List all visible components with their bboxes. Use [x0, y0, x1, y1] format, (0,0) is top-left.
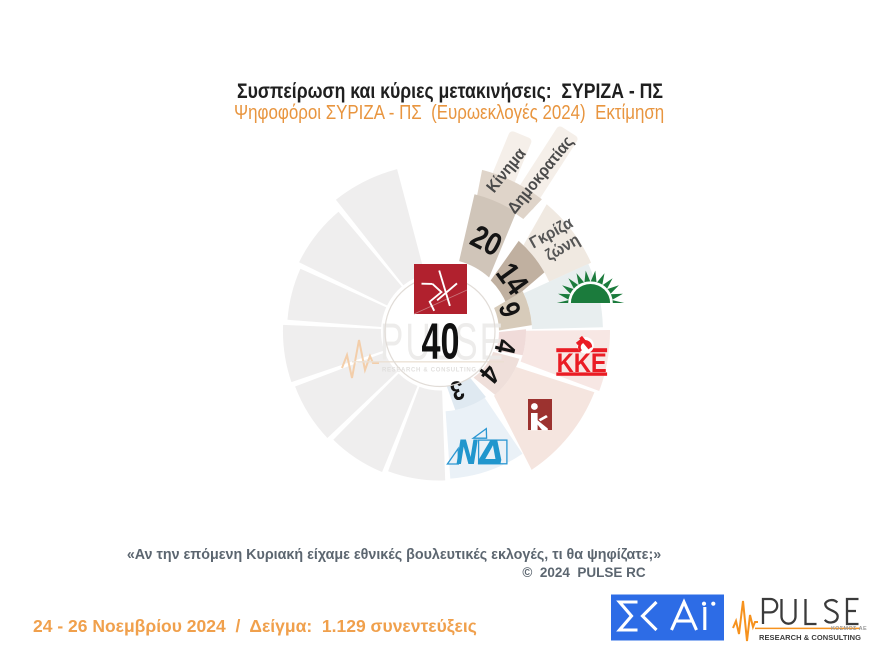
svg-text:ΚΚΕ: ΚΚΕ [557, 349, 607, 379]
svg-text:Ν: Ν [457, 433, 479, 471]
svg-text:40: 40 [422, 314, 460, 370]
svg-text:RESEARCH & CONSULTING: RESEARCH & CONSULTING [759, 633, 861, 642]
svg-text:RESEARCH & CONSULTING: RESEARCH & CONSULTING [382, 367, 476, 373]
svg-text:Δ: Δ [478, 434, 503, 472]
svg-text:ΚΟΣΜΟΣ ΑΕ: ΚΟΣΜΟΣ ΑΕ [831, 626, 867, 632]
